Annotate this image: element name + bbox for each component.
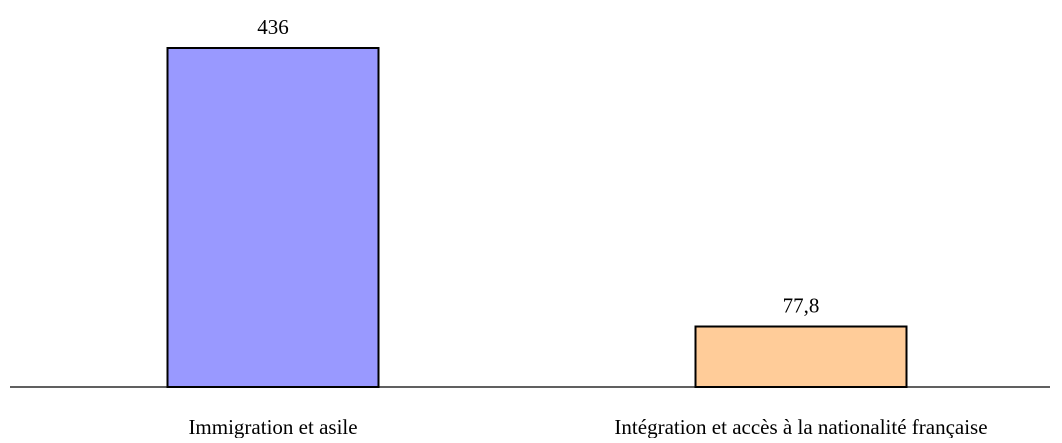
bar-immigration: [166, 47, 380, 388]
bar-integration: [694, 325, 908, 389]
bars-layer: 436 Immigration et asile 77,8 Intégration e…: [166, 15, 988, 439]
data-label-immigration: 436: [257, 15, 289, 39]
category-label-immigration: Immigration et asile: [188, 415, 357, 438]
category-label-integration: Intégration et accès à la nationalité fr…: [614, 415, 987, 438]
data-label-integration: 77,8: [783, 294, 820, 318]
